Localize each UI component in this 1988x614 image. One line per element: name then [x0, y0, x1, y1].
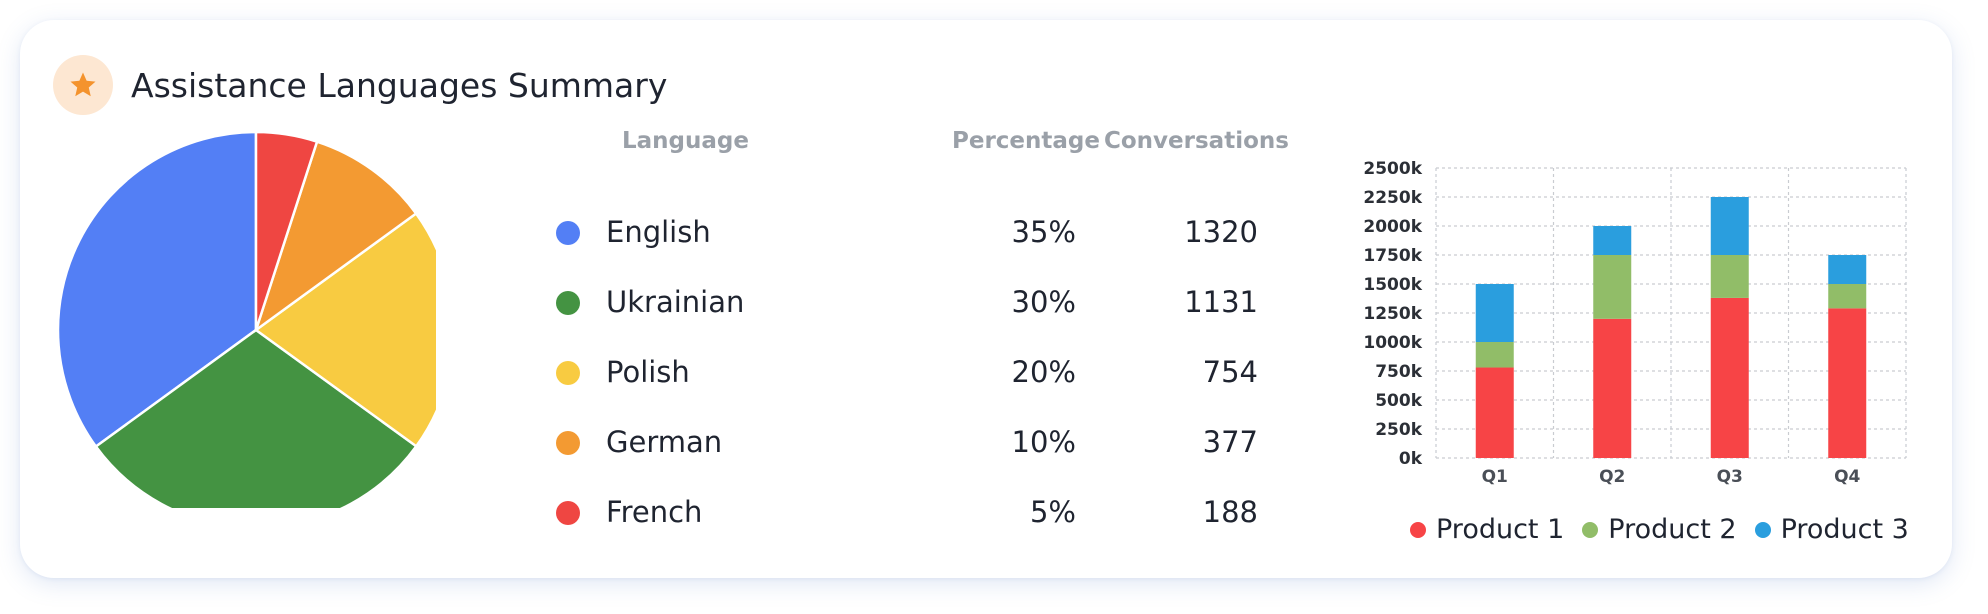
- x-tick-label: Q3: [1717, 467, 1743, 487]
- language-percentage: 10%: [1011, 425, 1076, 459]
- quarterly-bar-chart: 0k 250k 500k 750k 1000k 1250k 1500k 1750k 2000k 2…: [1363, 159, 1907, 487]
- legend-label: Product 1: [1436, 514, 1565, 545]
- chart-grid: [1435, 167, 1907, 459]
- bar-q4-product-3: [1828, 255, 1867, 284]
- table-row: French 5% 188: [556, 492, 1276, 532]
- language-color-dot: [556, 501, 580, 525]
- language-percentage: 20%: [1011, 355, 1076, 389]
- legend-color-dot: [1410, 521, 1426, 538]
- column-header-percentage: Percentage: [952, 128, 1100, 154]
- language-name: French: [606, 495, 703, 529]
- language-color-dot: [556, 291, 580, 315]
- language-conversations: 754: [1202, 355, 1258, 389]
- pie-slice-english: [56, 130, 258, 449]
- language-name: Ukrainian: [606, 285, 745, 319]
- y-tick-label: 2000k: [1363, 217, 1422, 237]
- language-percentage: 30%: [1011, 285, 1076, 319]
- legend-color-dot: [1582, 521, 1599, 538]
- y-tick-label: 250k: [1375, 420, 1422, 440]
- y-tick-label: 750k: [1375, 362, 1422, 382]
- language-percentage: 5%: [1029, 495, 1076, 529]
- y-tick-label: 1000k: [1363, 333, 1422, 353]
- bar-q4-product-2: [1828, 284, 1867, 309]
- legend-item: Product 1: [1410, 514, 1564, 545]
- language-name: English: [606, 215, 711, 249]
- bar-chart-legend: Product 1 Product 2 Product 3: [1410, 514, 1927, 545]
- bar-q1-product-1: [1475, 367, 1514, 458]
- x-tick-label: Q4: [1834, 467, 1860, 487]
- language-conversations: 377: [1202, 425, 1258, 459]
- legend-color-dot: [1754, 521, 1771, 538]
- bar-q3-product-2: [1710, 255, 1749, 298]
- star-badge: [53, 55, 113, 115]
- bar-q2-product-1: [1593, 318, 1632, 458]
- x-tick-label: Q1: [1482, 467, 1508, 487]
- pie-slice-polish: [253, 211, 436, 448]
- page-title: Assistance Languages Summary: [131, 65, 668, 105]
- bar-q1-product-2: [1475, 342, 1514, 368]
- y-tick-label: 2500k: [1363, 159, 1422, 179]
- y-tick-label: 1750k: [1363, 246, 1422, 266]
- legend-label: Product 2: [1608, 514, 1737, 545]
- column-header-conversations: Conversations: [1104, 128, 1289, 154]
- table-row: Ukrainian 30% 1131: [556, 282, 1276, 322]
- language-color-dot: [556, 221, 580, 245]
- y-tick-label: 1500k: [1363, 275, 1422, 295]
- bar-q3-product-1: [1710, 297, 1749, 458]
- bar-q3-product-3: [1710, 197, 1749, 255]
- legend-item: Product 2: [1582, 514, 1737, 545]
- table-row: German 10% 377: [556, 422, 1276, 462]
- bar-q1-product-3: [1475, 284, 1514, 342]
- language-conversations: 1131: [1184, 285, 1258, 319]
- pie-slice-german: [253, 140, 418, 334]
- y-tick-label: 500k: [1375, 391, 1422, 411]
- bar-q4-product-1: [1828, 308, 1867, 458]
- language-color-dot: [556, 361, 580, 385]
- pie-slice-french: [254, 130, 319, 331]
- legend-label: Product 3: [1780, 514, 1909, 545]
- language-pie-chart: [56, 130, 436, 508]
- language-name: Polish: [606, 355, 690, 389]
- pie-slice-ukrainian: [94, 328, 419, 508]
- table-row: Polish 20% 754: [556, 352, 1276, 392]
- y-tick-label: 1250k: [1363, 304, 1422, 324]
- column-header-language: Language: [622, 128, 749, 154]
- language-conversations: 1320: [1184, 215, 1258, 249]
- bar-q2-product-2: [1593, 255, 1632, 319]
- bar-q2-product-3: [1593, 226, 1632, 255]
- y-tick-label: 0k: [1399, 449, 1423, 469]
- card-header: Assistance Languages Summary: [53, 53, 667, 117]
- language-percentage: 35%: [1011, 215, 1076, 249]
- star-icon: [70, 72, 96, 97]
- y-tick-label: 2250k: [1363, 188, 1422, 208]
- language-color-dot: [556, 431, 580, 455]
- language-name: German: [606, 425, 723, 459]
- x-tick-label: Q2: [1599, 467, 1625, 487]
- language-conversations: 188: [1202, 495, 1258, 529]
- legend-item: Product 3: [1754, 514, 1909, 545]
- table-row: English 35% 1320: [556, 212, 1276, 252]
